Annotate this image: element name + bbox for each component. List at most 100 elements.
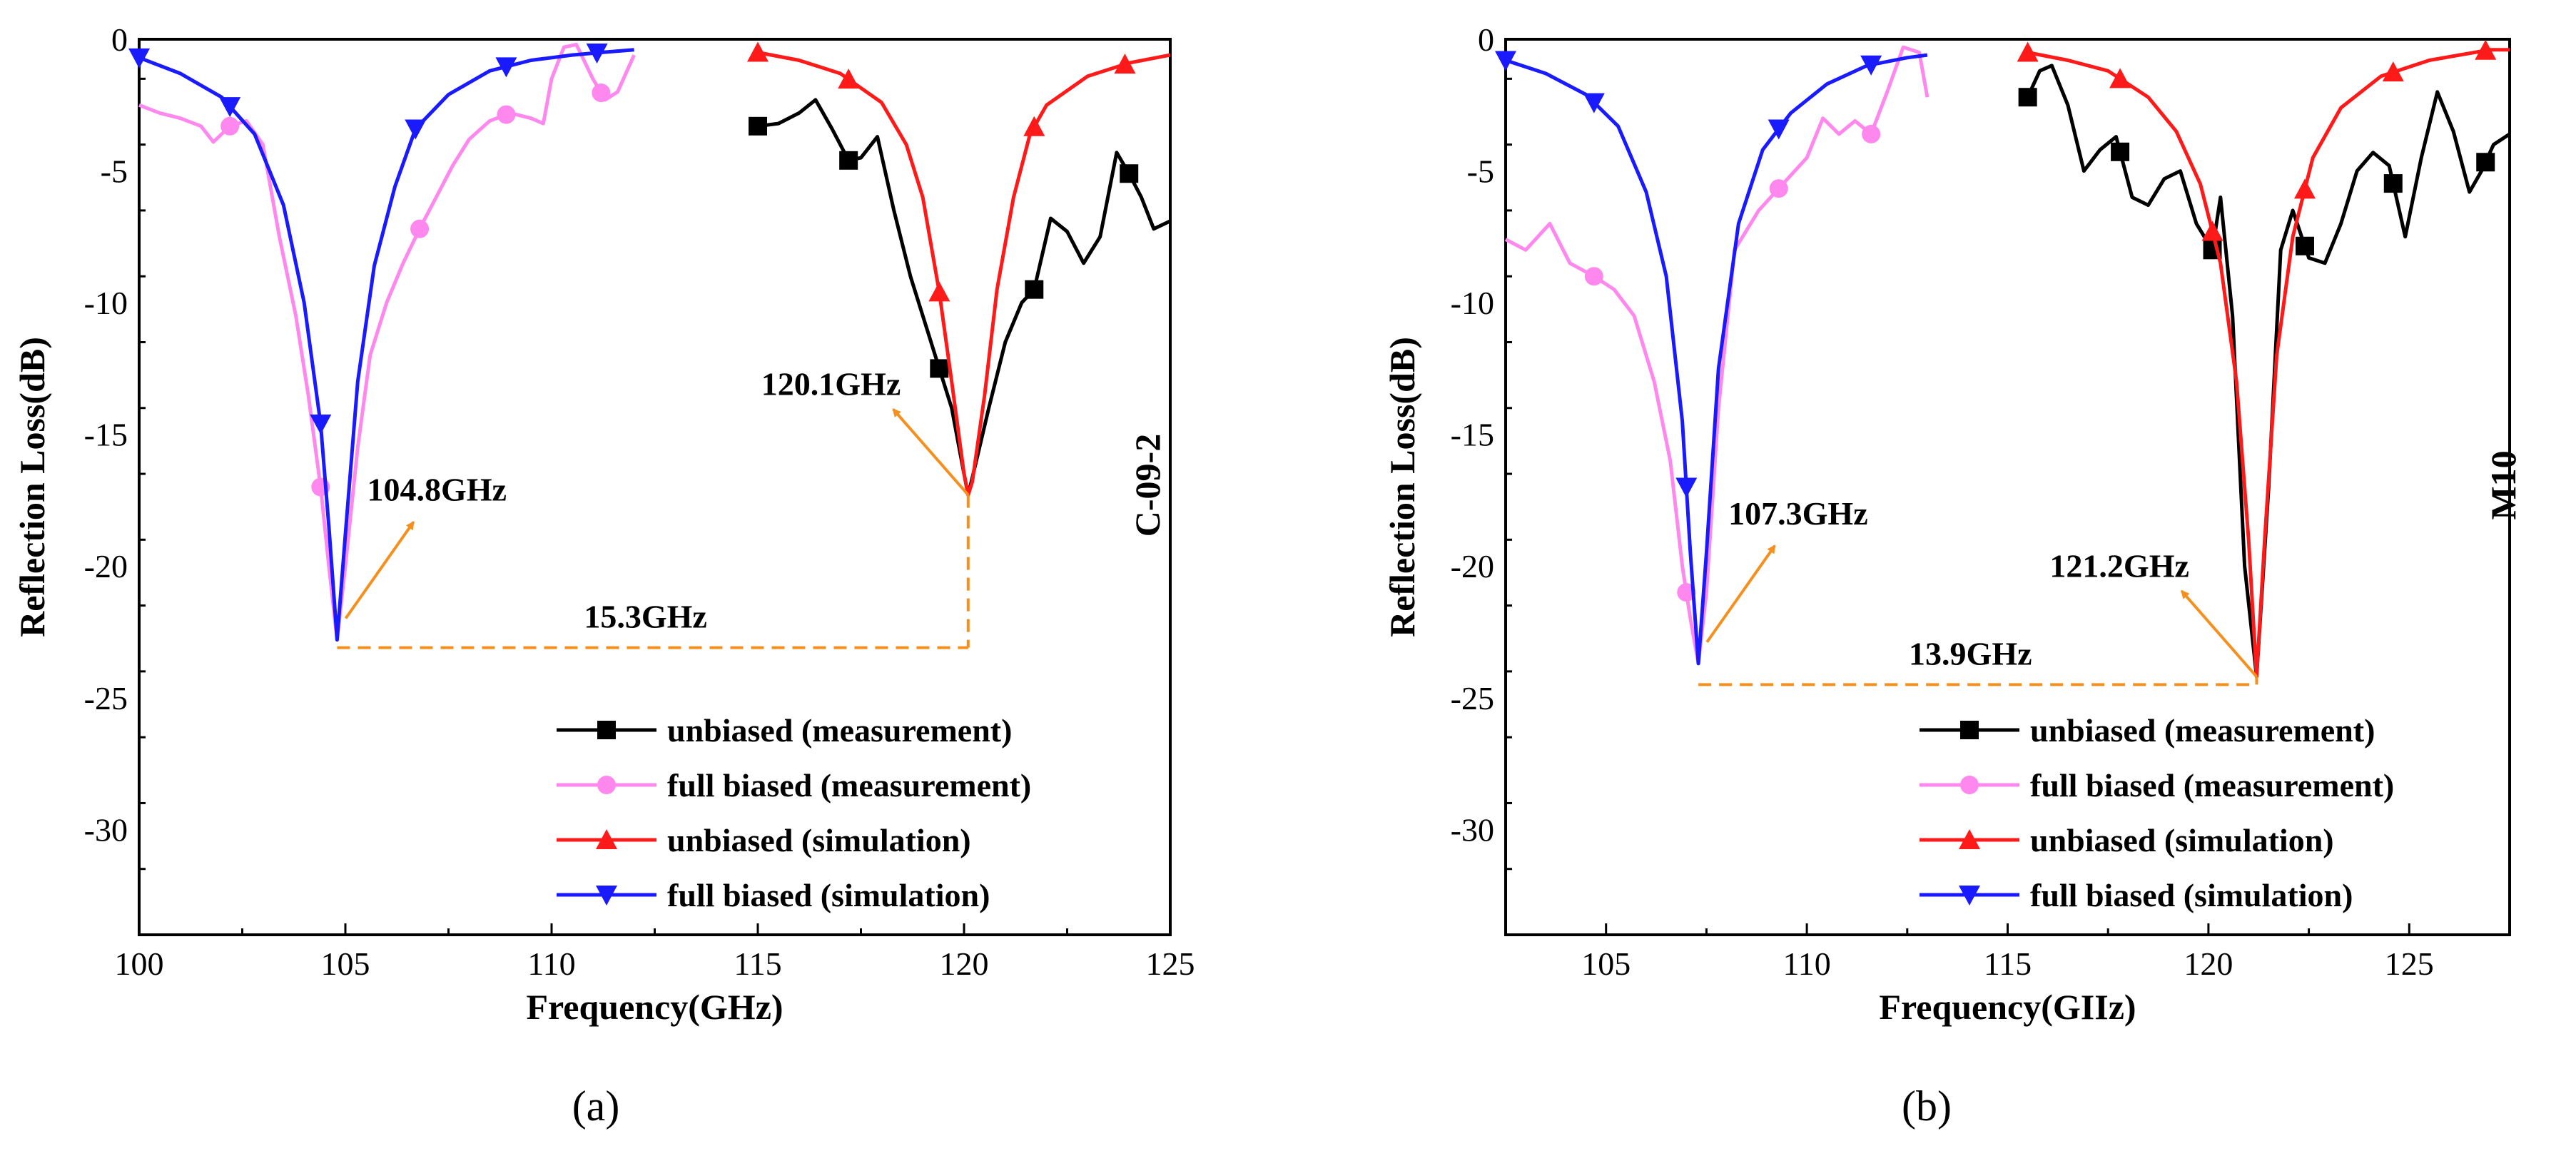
peak2-label: 120.1GHz bbox=[761, 366, 901, 402]
x-tick-label: 120 bbox=[2184, 945, 2233, 982]
annotations: 107.3GHz 121.2GHz 13.9GHz bbox=[1698, 495, 2258, 686]
x-tick-label: 125 bbox=[2385, 945, 2434, 982]
panel-label: (b) bbox=[1902, 1083, 1952, 1130]
x-tick-label: 125 bbox=[1146, 945, 1195, 982]
series-full-biased-measurement bbox=[1504, 45, 1930, 666]
legend-swatch-marker bbox=[1960, 776, 1979, 794]
data-point-unbiased-measurement bbox=[839, 151, 858, 170]
x-tick-label: 105 bbox=[1581, 945, 1631, 982]
peak2-label: 121.2GHz bbox=[2049, 547, 2189, 584]
legend-label: unbiased (simulation) bbox=[667, 822, 971, 858]
sample-label: M10 bbox=[2483, 450, 2523, 519]
data-point-full-biased-simulation bbox=[1675, 477, 1698, 498]
x-tick-label: 120 bbox=[940, 945, 989, 982]
y-tick-label: -25 bbox=[84, 680, 128, 716]
legend-item-unbiased-measurement: unbiased (measurement) bbox=[1920, 712, 2375, 749]
data-point-unbiased-simulation bbox=[2382, 61, 2404, 82]
peak2-arrow bbox=[2180, 589, 2258, 678]
legend-item-full-biased-measurement: full biased (measurement) bbox=[557, 767, 1031, 803]
chart-panel-a: 0 -5 -10 -15 -20 -25 -30 100 105 110 115 120 125 Freq… bbox=[12, 21, 1195, 1130]
series-full-biased-simulation bbox=[128, 43, 634, 642]
legend-swatch-marker bbox=[1960, 721, 1979, 739]
peak1-arrow bbox=[344, 520, 415, 619]
panel-label: (a) bbox=[572, 1083, 620, 1130]
chart-panel-b: 0 -5 -10 -15 -20 -25 -30 105 110 115 120 125 Frequen… bbox=[1382, 21, 2523, 1130]
y-tick-label: -15 bbox=[1451, 417, 1494, 453]
data-point-full-biased-simulation bbox=[310, 414, 332, 435]
y-tick-label: 0 bbox=[1478, 21, 1494, 58]
series-full-biased-measurement bbox=[138, 42, 636, 642]
y-tick-label: -5 bbox=[101, 153, 128, 190]
series-line-unbiased-measurement bbox=[2026, 64, 2511, 679]
data-point-unbiased-measurement bbox=[2111, 142, 2130, 161]
legend-swatch-marker bbox=[596, 829, 617, 849]
data-point-full-biased-measurement bbox=[1677, 583, 1696, 602]
data-point-unbiased-simulation bbox=[1114, 54, 1136, 74]
data-point-full-biased-measurement bbox=[220, 116, 240, 136]
y-tick-label: -5 bbox=[1467, 153, 1494, 190]
data-point-unbiased-simulation bbox=[2109, 68, 2131, 88]
x-axis-label: Frequency(GIIz) bbox=[1879, 987, 2136, 1027]
data-point-unbiased-simulation bbox=[838, 69, 860, 89]
y-tick-label: -25 bbox=[1451, 680, 1494, 716]
data-point-unbiased-simulation bbox=[747, 41, 769, 62]
data-point-full-biased-simulation bbox=[1495, 51, 1516, 71]
peak1-arrow bbox=[1705, 544, 1776, 643]
data-point-unbiased-simulation bbox=[928, 281, 950, 302]
series-unbiased-measurement bbox=[2018, 64, 2511, 679]
legend-swatch-marker bbox=[1959, 829, 1980, 849]
y-tick-label: -20 bbox=[1451, 548, 1494, 584]
y-tick-label: -30 bbox=[1451, 811, 1494, 848]
y-axis-label: Reflection Loss(dB) bbox=[1382, 337, 1422, 637]
x-tick-label: 115 bbox=[734, 945, 781, 982]
legend-label: full biased (measurement) bbox=[2030, 767, 2394, 803]
data-point-unbiased-simulation bbox=[2017, 41, 2039, 62]
legend-swatch-marker bbox=[1959, 886, 1980, 906]
legend-label: unbiased (simulation) bbox=[2030, 822, 2334, 858]
data-point-full-biased-simulation bbox=[586, 43, 608, 64]
legend-item-unbiased-simulation: unbiased (simulation) bbox=[557, 822, 971, 858]
data-point-unbiased-measurement bbox=[930, 359, 949, 378]
legend-label: unbiased (measurement) bbox=[667, 712, 1012, 749]
y-axis-label: Reflection Loss(dB) bbox=[12, 337, 52, 637]
data-point-unbiased-simulation bbox=[2201, 220, 2223, 241]
legend-item-full-biased-measurement: full biased (measurement) bbox=[1920, 767, 2394, 803]
data-point-unbiased-measurement bbox=[2018, 88, 2037, 107]
y-tick-label: -10 bbox=[84, 285, 128, 321]
series-line-full-biased-simulation bbox=[1505, 53, 1928, 666]
data-point-unbiased-simulation bbox=[2293, 178, 2316, 199]
peak2-arrow bbox=[892, 408, 970, 496]
legend-label: full biased (simulation) bbox=[667, 877, 990, 913]
data-point-unbiased-measurement bbox=[2295, 236, 2314, 255]
data-point-unbiased-measurement bbox=[749, 116, 767, 136]
legend-label: full biased (simulation) bbox=[2030, 877, 2353, 913]
gap-label: 15.3GHz bbox=[584, 599, 706, 635]
annotations: 104.8GHz 120.1GHz 15.3GHz bbox=[337, 366, 970, 649]
legend-item-full-biased-simulation: full biased (simulation) bbox=[557, 877, 990, 913]
legend-item-full-biased-simulation: full biased (simulation) bbox=[1920, 877, 2353, 913]
y-tick-label: -30 bbox=[84, 811, 128, 848]
x-axis-label: Frequency(GHz) bbox=[526, 987, 783, 1027]
sample-label: C-09-2 bbox=[1127, 434, 1167, 537]
data-point-unbiased-measurement bbox=[1025, 280, 1044, 299]
data-point-unbiased-measurement bbox=[2383, 174, 2403, 193]
x-tick-label: 100 bbox=[115, 945, 164, 982]
data-point-unbiased-simulation bbox=[1023, 116, 1045, 136]
data-point-full-biased-measurement bbox=[1862, 124, 1881, 143]
data-point-full-biased-measurement bbox=[410, 219, 430, 238]
x-tick-label: 110 bbox=[1783, 945, 1830, 982]
legend-swatch-marker bbox=[597, 721, 616, 739]
y-tick-label: 0 bbox=[111, 21, 128, 58]
legend-label: unbiased (measurement) bbox=[2030, 712, 2375, 749]
peak1-label: 107.3GHz bbox=[1728, 495, 1867, 532]
series-full-biased-simulation bbox=[1495, 51, 1928, 666]
legend: unbiased (measurement) full biased (measu… bbox=[557, 712, 1031, 913]
data-point-full-biased-measurement bbox=[1769, 179, 1788, 198]
data-point-full-biased-simulation bbox=[1860, 55, 1882, 76]
legend-swatch-marker bbox=[596, 886, 617, 906]
series-unbiased-simulation bbox=[747, 41, 1171, 497]
legend-item-unbiased-measurement: unbiased (measurement) bbox=[557, 712, 1012, 749]
data-point-unbiased-measurement bbox=[1120, 164, 1139, 183]
data-point-full-biased-measurement bbox=[592, 83, 611, 103]
